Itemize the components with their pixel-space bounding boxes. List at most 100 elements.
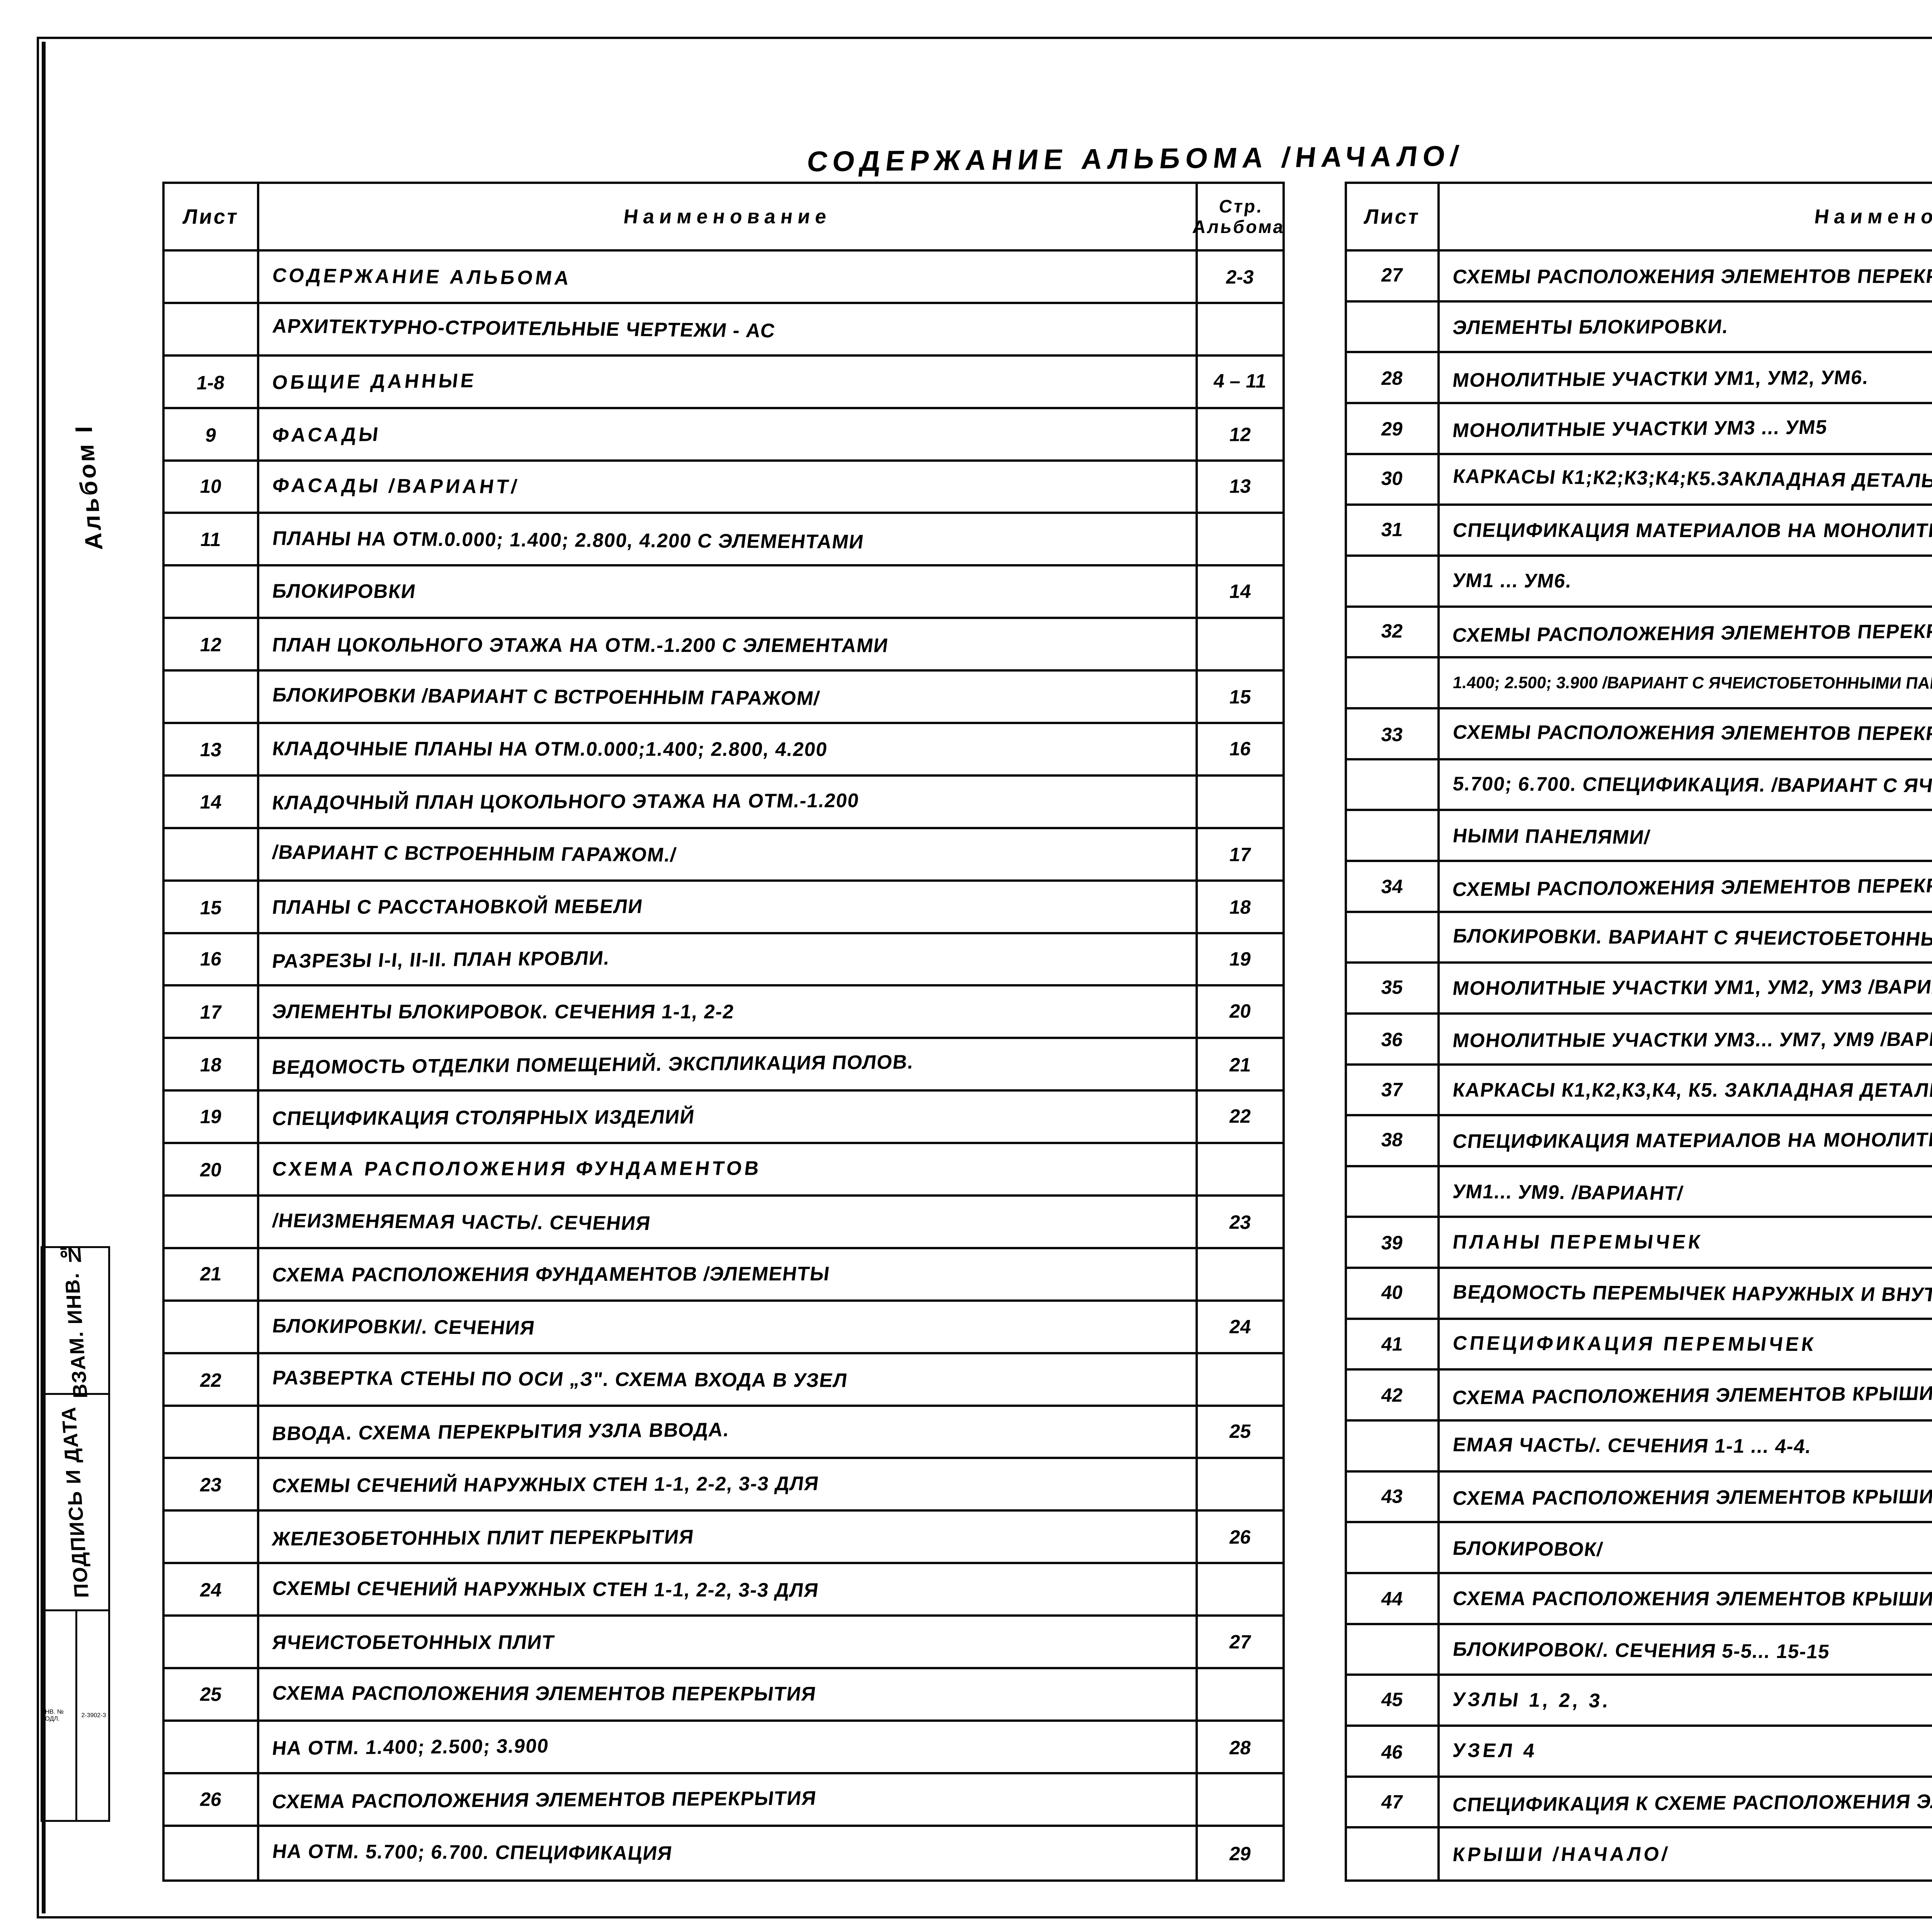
cell-sheet-number [1347, 1523, 1440, 1572]
sheet-number-text: 42 [1380, 1384, 1405, 1406]
table-row[interactable]: 25 СХЕМА РАСПОЛОЖЕНИЯ ЭЛЕМЕНТОВ ПЕРЕКРЫТИ… [165, 1669, 1282, 1722]
table-row[interactable]: 14 КЛАДОЧНЫЙ ПЛАН ЦОКОЛЬНОГО ЭТАЖА НА ОТМ… [165, 776, 1282, 829]
sheet-number-text: 9 [204, 424, 218, 446]
table-row[interactable]: БЛОКИРОВКИ. ВАРИАНТ С ЯЧЕИСТОБЕТОННЫМИ П… [1347, 913, 1932, 964]
table-row[interactable]: 12 ПЛАН ЦОКОЛЬНОГО ЭТАЖА НА ОТМ.-1.200 С … [165, 619, 1282, 672]
item-name-text: СПЕЦИФИКАЦИЯ СТОЛЯРНЫХ ИЗДЕЛИЙ [271, 1105, 696, 1129]
table-row[interactable]: 20 СХЕМА РАСПОЛОЖЕНИЯ ФУНДАМЕНТОВ [165, 1144, 1282, 1197]
table-row[interactable]: 5.700; 6.700. СПЕЦИФИКАЦИЯ. /ВАРИАНТ С Я… [1347, 760, 1932, 811]
sheet-number-text: 43 [1380, 1485, 1405, 1507]
sheet-number-text: 22 [198, 1369, 223, 1391]
table-row[interactable]: БЛОКИРОВОК/46 [1347, 1523, 1932, 1575]
table-row[interactable]: БЛОКИРОВКИ /ВАРИАНТ С ВСТРОЕННЫМ ГАРАЖОМ… [165, 672, 1282, 724]
cell-item-name: ВВОДА. СХЕМА ПЕРЕКРЫТИЯ УЗЛА ВВОДА. [259, 1407, 1196, 1457]
table-row[interactable]: КРЫШИ /НАЧАЛО/50 [1347, 1828, 1932, 1879]
cell-item-name: ПЛАН ЦОКОЛЬНОГО ЭТАЖА НА ОТМ.-1.200 С ЭЛ… [259, 619, 1196, 669]
table-row[interactable]: 38 СПЕЦИФИКАЦИЯ МАТЕРИАЛОВ НА МОНОЛИТНЫЕ … [1347, 1116, 1932, 1167]
sheet-number-text: 15 [198, 896, 223, 918]
cell-item-name: СПЕЦИФИКАЦИЯ МАТЕРИАЛОВ НА МОНОЛИТНЫЕ УЧ… [1440, 506, 1932, 554]
cell-sheet-number: 28 [1347, 353, 1440, 402]
table-row[interactable]: 35 МОНОЛИТНЫЕ УЧАСТКИ УМ1, УМ2, УМ3 /ВАРИ… [1347, 964, 1932, 1015]
cell-album-page: 4 – 11 [1196, 356, 1282, 407]
cell-item-name: КАРКАСЫ К1;К2;К3;К4;К5.ЗАКЛАДНАЯ ДЕТАЛЬ.… [1440, 455, 1932, 504]
item-name-text: СХЕМЫ СЕЧЕНИЙ НАРУЖНЫХ СТЕН 1-1, 2-2, 3-… [271, 1577, 820, 1601]
cell-album-page: 26 [1196, 1512, 1282, 1562]
table-row[interactable]: 17 ЭЛЕМЕНТЫ БЛОКИРОВОК. СЕЧЕНИЯ 1-1, 2-2 2… [165, 986, 1282, 1039]
table-row[interactable]: 11 ПЛАНЫ НА ОТМ.0.000; 1.400; 2.800, 4.20… [165, 514, 1282, 567]
table-row[interactable]: 9 ФАСАДЫ 12 [165, 409, 1282, 462]
table-row[interactable]: 37 КАРКАСЫ К1,К2,К3,К4, К5. ЗАКЛАДНАЯ ДЕТ… [1347, 1065, 1932, 1117]
table-row[interactable]: 47 СПЕЦИФИКАЦИЯ К СХЕМЕ РАСПОЛОЖЕНИЯ ЭЛЕМ… [1347, 1777, 1932, 1829]
table-row[interactable]: БЛОКИРОВОК/. СЕЧЕНИЯ 5-5... 15-1547 [1347, 1625, 1932, 1676]
table-row[interactable]: 30 КАРКАСЫ К1;К2;К3;К4;К5.ЗАКЛАДНАЯ ДЕТАЛ… [1347, 455, 1932, 506]
table-row[interactable]: 15 ПЛАНЫ С РАССТАНОВКОЙ МЕБЕЛИ 18 [165, 881, 1282, 934]
cell-sheet-number: 25 [165, 1669, 259, 1719]
cell-item-name: ЭЛЕМЕНТЫ БЛОКИРОВОК. СЕЧЕНИЯ 1-1, 2-2 [259, 986, 1196, 1037]
table-row[interactable]: 44 СХЕМА РАСПОЛОЖЕНИЯ ЭЛЕМЕНТОВ КРЫШИ/ЭЛЕ… [1347, 1574, 1932, 1625]
table-row[interactable]: 32 СХЕМЫ РАСПОЛОЖЕНИЯ ЭЛЕМЕНТОВ ПЕРЕКРЫТИ… [1347, 607, 1932, 659]
table-row[interactable]: 10 ФАСАДЫ /ВАРИАНТ/13 [165, 461, 1282, 514]
table-row[interactable]: 43 СХЕМА РАСПОЛОЖЕНИЯ ЭЛЕМЕНТОВ КРЫШИ /ЭЛ… [1347, 1472, 1932, 1524]
table-row[interactable]: ЯЧЕИСТОБЕТОННЫХ ПЛИТ 27 [165, 1617, 1282, 1670]
table-row[interactable]: АРХИТЕКТУРНО-СТРОИТЕЛЬНЫЕ ЧЕРТЕЖИ - АС [165, 304, 1282, 357]
table-row[interactable]: СОДЕРЖАНИЕ АЛЬБОМА 2-3 [165, 252, 1282, 304]
table-row[interactable]: НА ОТМ. 1.400; 2.500; 3.900 28 [165, 1721, 1282, 1774]
table-row[interactable]: 1-8 ОБЩИЕ ДАННЫЕ 4 – 11 [165, 356, 1282, 409]
item-name-text: ВЕДОМОСТЬ ОТДЕЛКИ ПОМЕЩЕНИЙ. ЭКСПЛИКАЦИЯ… [270, 1051, 915, 1078]
table-row[interactable]: 19 СПЕЦИФИКАЦИЯ СТОЛЯРНЫХ ИЗДЕЛИЙ 22 [165, 1092, 1282, 1145]
cell-item-name: УЗЛЫ 1, 2, 3. [1440, 1676, 1932, 1725]
item-name-text: НА ОТМ. 1.400; 2.500; 3.900 [271, 1735, 550, 1759]
table-row[interactable]: /ВАРИАНТ С ВСТРОЕННЫМ ГАРАЖОМ./ 17 [165, 829, 1282, 882]
table-row[interactable]: ЕМАЯ ЧАСТЬ/. СЕЧЕНИЯ 1-1 ... 4-4.45 [1347, 1422, 1932, 1473]
sheet-number-text: 31 [1380, 519, 1405, 541]
table-row[interactable]: НА ОТМ. 5.700; 6.700. СПЕЦИФИКАЦИЯ 29 [165, 1827, 1282, 1879]
cell-album-page: 28 [1196, 1721, 1282, 1772]
cell-item-name: СХЕМА РАСПОЛОЖЕНИЯ ФУНДАМЕНТОВ [259, 1144, 1196, 1194]
column-header-sheet: Лист [1347, 184, 1440, 249]
table-row[interactable]: ВВОДА. СХЕМА ПЕРЕКРЫТИЯ УЗЛА ВВОДА. 25 [165, 1406, 1282, 1459]
table-row[interactable]: 1.400; 2.500; 3.900 /ВАРИАНТ С ЯЧЕИСТОБЕ… [1347, 658, 1932, 709]
table-row[interactable]: 21 СХЕМА РАСПОЛОЖЕНИЯ ФУНДАМЕНТОВ /ЭЛЕМЕН… [165, 1249, 1282, 1302]
cell-sheet-number [1347, 1422, 1440, 1470]
table-row[interactable]: 24 СХЕМЫ СЕЧЕНИЙ НАРУЖНЫХ СТЕН 1-1, 2-2, … [165, 1564, 1282, 1617]
table-row[interactable]: 42 СХЕМА РАСПОЛОЖЕНИЯ ЭЛЕМЕНТОВ КРЫШИ /НЕ… [1347, 1371, 1932, 1422]
table-row[interactable]: БЛОКИРОВКИ/. СЕЧЕНИЯ 24 [165, 1301, 1282, 1354]
cell-sheet-number [165, 1827, 259, 1879]
table-row[interactable]: УМ1... УМ9. /ВАРИАНТ/41 [1347, 1167, 1932, 1218]
table-row[interactable]: 16 РАЗРЕЗЫ I-I, II-II. ПЛАН КРОВЛИ. 19 [165, 934, 1282, 987]
sheet-number-text: 29 [1380, 418, 1405, 440]
album-label: Альбом I [62, 379, 116, 595]
cell-album-page [1196, 1249, 1282, 1299]
table-row[interactable]: НЫМИ ПАНЕЛЯМИ/36 [1347, 811, 1932, 862]
table-row[interactable]: 31 СПЕЦИФИКАЦИЯ МАТЕРИАЛОВ НА МОНОЛИТНЫЕ … [1347, 506, 1932, 557]
cell-sheet-number: 38 [1347, 1116, 1440, 1165]
stamp-cell-vzam-inv: ВЗАМ. ИНВ. № [43, 1243, 108, 1398]
table-row[interactable]: 36 МОНОЛИТНЫЕ УЧАСТКИ УМ3... УМ7, УМ9 /ВА… [1347, 1014, 1932, 1066]
cell-item-name: ПЛАНЫ НА ОТМ.0.000; 1.400; 2.800, 4.200 … [259, 514, 1196, 564]
cell-sheet-number: 20 [165, 1144, 259, 1195]
table-row[interactable]: 18 ВЕДОМОСТЬ ОТДЕЛКИ ПОМЕЩЕНИЙ. ЭКСПЛИКАЦ… [165, 1039, 1282, 1092]
table-row[interactable]: БЛОКИРОВКИ 14 [165, 566, 1282, 619]
table-row[interactable]: 33 СХЕМЫ РАСПОЛОЖЕНИЯ ЭЛЕМЕНТОВ ПЕРЕКРЫТИ… [1347, 709, 1932, 760]
page-title: СОДЕРЖАНИЕ АЛЬБОМА /НАЧАЛО/ [805, 139, 1466, 178]
table-row[interactable]: 27 СХЕМЫ РАСПОЛОЖЕНИЯ ЭЛЕМЕНТОВ ПЕРЕКРЫТИ… [1347, 252, 1932, 303]
table-row[interactable]: 22 РАЗВЕРТКА СТЕНЫ ПО ОСИ „З". СХЕМА ВХОД… [165, 1354, 1282, 1407]
cell-album-page: 19 [1196, 934, 1282, 985]
table-row[interactable]: 13 КЛАДОЧНЫЕ ПЛАНЫ НА ОТМ.0.000;1.400; 2.… [165, 724, 1282, 777]
table-row[interactable]: ЭЛЕМЕНТЫ БЛОКИРОВКИ.30 [1347, 302, 1932, 354]
table-row[interactable]: ЖЕЛЕЗОБЕТОННЫХ ПЛИТ ПЕРЕКРЫТИЯ 26 [165, 1512, 1282, 1565]
table-row[interactable]: УМ1 ... УМ6.34 [1347, 556, 1932, 608]
table-row[interactable]: 26 СХЕМА РАСПОЛОЖЕНИЯ ЭЛЕМЕНТОВ ПЕРЕКРЫТИ… [165, 1774, 1282, 1827]
table-row[interactable]: 23 СХЕМЫ СЕЧЕНИЙ НАРУЖНЫХ СТЕН 1-1, 2-2, … [165, 1459, 1282, 1512]
table-row[interactable]: 34 СХЕМЫ РАСПОЛОЖЕНИЯ ЭЛЕМЕНТОВ ПЕРЕКРЫТИ… [1347, 862, 1932, 913]
table-row[interactable]: /НЕИЗМЕНЯЕМАЯ ЧАСТЬ/. СЕЧЕНИЯ 23 [165, 1197, 1282, 1249]
item-name-text: СПЕЦИФИКАЦИЯ К СХЕМЕ РАСПОЛОЖЕНИЯ ЭЛЕМЕН… [1451, 1789, 1932, 1816]
table-row[interactable]: 40 ВЕДОМОСТЬ ПЕРЕМЫЧЕК НАРУЖНЫХ И ВНУТРЕН… [1347, 1269, 1932, 1320]
item-name-text: СОДЕРЖАНИЕ АЛЬБОМА [271, 264, 573, 289]
